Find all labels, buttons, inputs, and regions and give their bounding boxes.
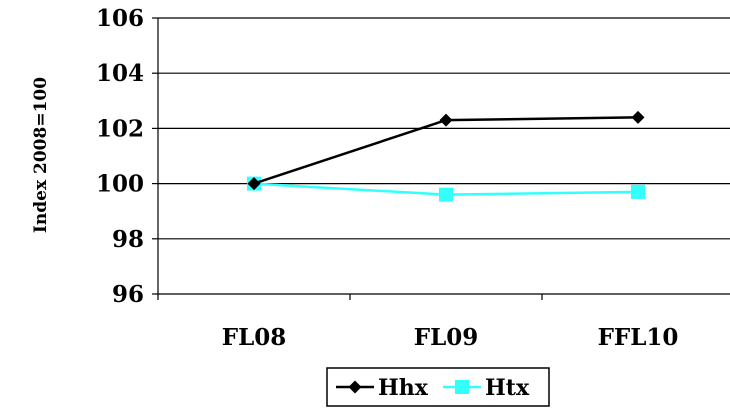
x-tick-label: FL08 xyxy=(222,324,287,351)
y-axis-label: Index 2008=100 xyxy=(31,77,51,233)
series-line xyxy=(253,116,639,185)
data-point xyxy=(439,187,453,202)
x-tick-labels: FL08 FL09 FFL10 xyxy=(222,324,679,351)
x-tick-label: FL09 xyxy=(414,324,479,351)
y-tick-label: 104 xyxy=(96,60,144,87)
y-tick-label: 106 xyxy=(96,5,144,32)
legend-marker xyxy=(348,380,362,394)
y-tick-label: 98 xyxy=(112,226,144,253)
data-point xyxy=(247,177,261,191)
y-tick-label: 102 xyxy=(96,115,144,142)
legend-marker xyxy=(455,380,469,394)
axes xyxy=(152,17,730,300)
legend: Hhx Htx xyxy=(326,367,550,407)
series-hhx xyxy=(247,110,645,191)
data-point xyxy=(631,110,645,124)
x-tick-label: FFL10 xyxy=(598,324,679,351)
series-group xyxy=(247,110,645,202)
y-tick-labels: 96 98 100 102 104 106 xyxy=(96,5,144,308)
series-htx xyxy=(247,176,645,202)
data-point xyxy=(631,184,645,199)
data-point xyxy=(439,113,453,127)
y-tick-label: 100 xyxy=(96,171,144,198)
legend-label: Htx xyxy=(485,375,530,401)
legend-label: Hhx xyxy=(378,375,429,401)
gridlines xyxy=(158,17,730,240)
y-tick-label: 96 xyxy=(112,281,144,308)
